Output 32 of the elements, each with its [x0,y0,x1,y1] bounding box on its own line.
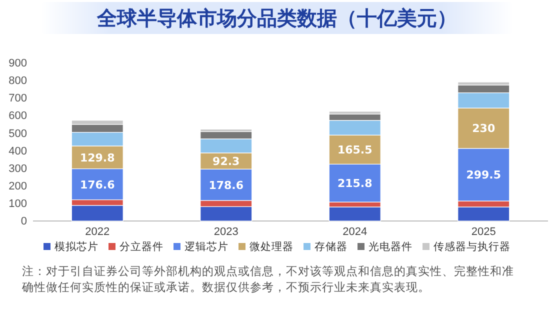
x-tick-label: 2022 [85,226,110,238]
y-tick-label: 100 [8,198,27,210]
x-tick-label: 2025 [471,226,496,238]
text: 注：对于引自证券公司等外部机构的观点或信息，不对该等观点和信息的真实性、完整性和准确性做任何实质性的保证或承诺。数据仅供参考，不预示行业未来真实表现。 [21,264,514,294]
data-label: 129.8 [80,151,115,164]
legend-label: 分立器件 [120,240,164,253]
legend-label: 传感器与执行器 [434,240,510,253]
legend-label: 模拟芯片 [54,240,98,253]
legend-label: 光电器件 [368,240,412,253]
y-tick-label: 200 [8,180,27,192]
y-tick-label: 300 [8,162,27,175]
data-label: 215.8 [337,177,372,190]
legend-label: 微处理器 [250,240,294,253]
y-tick-label: 500 [8,128,27,140]
bar [328,206,381,222]
chart-title: 全球半导体市场分品类数据（十亿美元） [96,6,457,30]
data-label: 230 [472,122,496,136]
data-label: 299.5 [466,168,502,182]
legend-label: 存储器 [314,241,348,253]
y-tick-label: 700 [8,92,27,105]
data-label: 176.6 [80,178,116,192]
x-tick-label: 2023 [214,226,238,238]
y-tick-label: 800 [8,75,27,88]
legend-label: 逻辑芯片 [184,240,228,253]
y-tick-label: 900 [8,58,27,70]
y-tick-label: 600 [8,110,27,122]
data-label: 178.6 [208,178,244,192]
data-label: 165.5 [337,144,372,157]
y-tick-label: 0 [20,216,27,228]
y-tick-label: 400 [8,145,27,158]
data-label: 92.3 [212,155,240,168]
x-tick-label: 2024 [342,226,368,238]
